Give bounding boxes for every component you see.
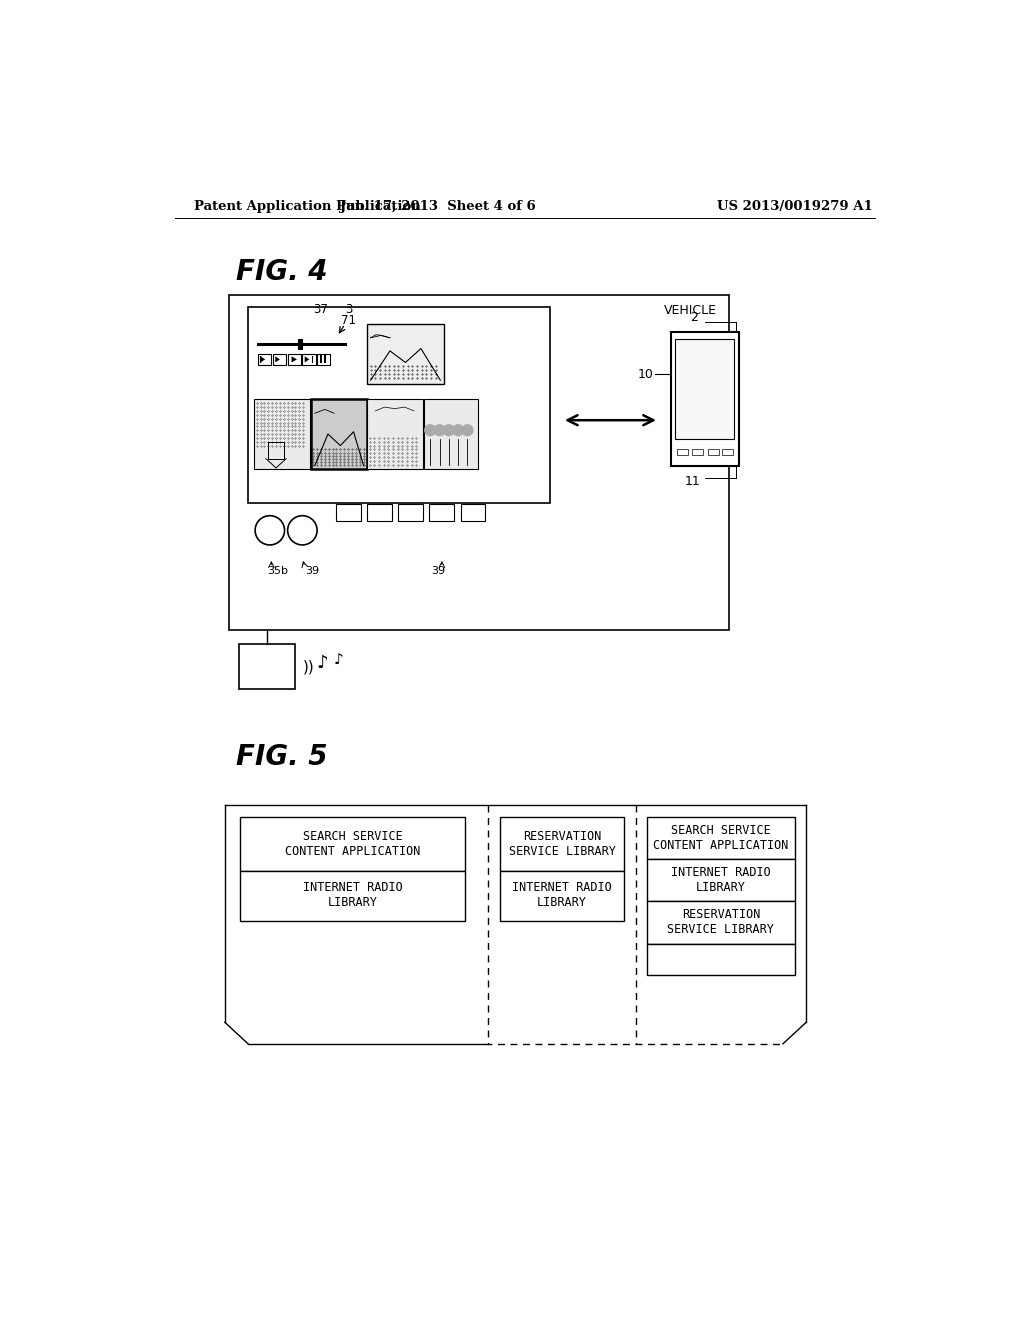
Bar — [248, 308, 550, 503]
Text: INTERNET RADIO
LIBRARY: INTERNET RADIO LIBRARY — [671, 866, 771, 894]
Bar — [675, 339, 734, 440]
Text: SEARCH SERVICE
CONTENT APPLICATION: SEARCH SERVICE CONTENT APPLICATION — [285, 830, 421, 858]
Text: 10: 10 — [638, 367, 653, 380]
Text: US 2013/0019279 A1: US 2013/0019279 A1 — [717, 199, 872, 213]
Bar — [273, 354, 286, 364]
Bar — [647, 859, 795, 902]
Circle shape — [461, 424, 474, 437]
Circle shape — [452, 424, 464, 437]
Text: ♪: ♪ — [334, 653, 344, 668]
Text: 35b: 35b — [267, 566, 288, 576]
Text: FIG. 4: FIG. 4 — [237, 259, 328, 286]
Bar — [500, 817, 624, 871]
Bar — [302, 354, 315, 364]
Text: VEHICLE: VEHICLE — [664, 305, 717, 317]
Bar — [647, 817, 795, 859]
Bar — [228, 296, 729, 631]
Polygon shape — [305, 356, 309, 363]
Polygon shape — [275, 356, 280, 363]
Text: 71: 71 — [341, 314, 356, 327]
Circle shape — [433, 424, 445, 437]
Polygon shape — [292, 356, 297, 363]
Bar — [671, 331, 738, 466]
Bar — [367, 323, 444, 384]
Text: 3: 3 — [345, 302, 352, 315]
Bar — [424, 400, 478, 469]
Bar — [397, 504, 423, 521]
Bar — [647, 944, 795, 974]
Bar — [429, 504, 454, 521]
Bar — [708, 449, 719, 455]
Text: FIG. 5: FIG. 5 — [237, 743, 328, 771]
Text: RESERVATION
SERVICE LIBRARY: RESERVATION SERVICE LIBRARY — [668, 908, 774, 936]
Bar — [254, 400, 310, 469]
Bar — [500, 871, 624, 921]
Text: INTERNET RADIO
LIBRARY: INTERNET RADIO LIBRARY — [512, 882, 612, 909]
Text: 37: 37 — [312, 302, 328, 315]
Bar — [311, 400, 367, 469]
Bar — [677, 449, 687, 455]
Text: 39: 39 — [431, 566, 445, 576]
Bar — [239, 644, 295, 689]
Text: ♪: ♪ — [316, 653, 328, 672]
Circle shape — [288, 516, 317, 545]
Text: Patent Application Publication: Patent Application Publication — [194, 199, 421, 213]
Bar — [367, 504, 391, 521]
Bar — [241, 817, 465, 871]
Bar — [692, 449, 703, 455]
Bar — [317, 354, 331, 364]
Bar — [461, 504, 484, 521]
Text: 2: 2 — [690, 312, 698, 325]
Bar — [241, 871, 465, 921]
Bar — [258, 354, 271, 364]
Polygon shape — [260, 356, 265, 363]
Circle shape — [255, 516, 285, 545]
Text: INTERNET RADIO
LIBRARY: INTERNET RADIO LIBRARY — [303, 882, 402, 909]
Text: SEARCH SERVICE
CONTENT APPLICATION: SEARCH SERVICE CONTENT APPLICATION — [653, 824, 788, 851]
Bar — [647, 902, 795, 944]
Bar — [298, 339, 302, 348]
Bar — [368, 400, 423, 469]
Text: )): )) — [302, 659, 314, 675]
Bar — [722, 449, 732, 455]
Circle shape — [442, 424, 455, 437]
Text: RESERVATION
SERVICE LIBRARY: RESERVATION SERVICE LIBRARY — [509, 830, 615, 858]
Text: 11: 11 — [685, 475, 700, 488]
Bar — [336, 504, 360, 521]
Text: Jan. 17, 2013  Sheet 4 of 6: Jan. 17, 2013 Sheet 4 of 6 — [340, 199, 536, 213]
Text: 39: 39 — [305, 566, 318, 576]
Bar — [288, 354, 301, 364]
Circle shape — [424, 424, 436, 437]
